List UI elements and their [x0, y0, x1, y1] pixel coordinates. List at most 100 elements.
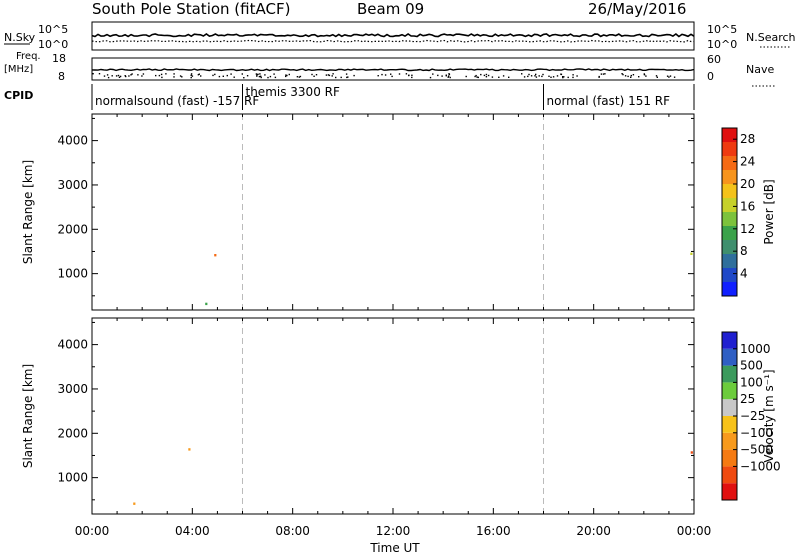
- nave-point: [390, 73, 392, 75]
- nave-point: [502, 75, 505, 77]
- nave-point: [285, 74, 287, 76]
- left-tick-top: 10^5: [38, 23, 68, 36]
- nave-point: [142, 73, 145, 75]
- nave-point: [638, 76, 640, 78]
- nave-point: [353, 74, 355, 77]
- nave-point: [483, 74, 486, 77]
- nave-point: [325, 74, 328, 76]
- colorbar-tick-label: 20: [740, 177, 755, 191]
- nave-point: [299, 75, 302, 78]
- nave-point: [666, 75, 669, 77]
- nave-point: [267, 76, 269, 79]
- nave-point: [604, 73, 606, 75]
- nave-point: [527, 75, 529, 78]
- y-tick-label: 3000: [57, 382, 88, 396]
- nave-point: [475, 74, 477, 77]
- beam-label: Beam 09: [357, 0, 425, 18]
- nave-point: [645, 75, 647, 77]
- echo-cell: [690, 451, 693, 454]
- nave-point: [106, 74, 109, 76]
- colorbar-bin: [722, 268, 737, 282]
- freq-nave-panel: [91, 57, 695, 81]
- nave-trace: [92, 73, 676, 79]
- nave-point: [441, 75, 443, 77]
- nave-point: [241, 73, 243, 75]
- nave-point: [538, 75, 540, 77]
- colorbar-tick-label: 12: [740, 222, 755, 236]
- nave-point: [258, 75, 261, 78]
- nave-point: [408, 74, 410, 76]
- colorbar-tick-label: 16: [740, 199, 755, 213]
- nave-point: [230, 73, 232, 75]
- colorbar-bin: [722, 240, 737, 254]
- nave-point: [137, 74, 139, 76]
- cpid-segment-label: themis 3300 RF: [246, 85, 340, 99]
- y-tick-label: 4000: [57, 338, 88, 352]
- nave-point: [335, 76, 337, 79]
- nave-point: [432, 73, 434, 75]
- colorbar-bin: [722, 449, 737, 467]
- nave-point: [669, 75, 672, 77]
- y-tick-label: 1000: [57, 267, 88, 281]
- nave-point: [298, 76, 300, 78]
- nave-point: [200, 75, 202, 77]
- nave-point: [285, 75, 287, 78]
- nave-point: [535, 76, 538, 78]
- nave-point: [315, 74, 318, 76]
- nave-point: [296, 76, 299, 78]
- colorbar-label: Velocity [m s⁻¹]: [762, 369, 776, 462]
- nave-point: [256, 75, 258, 77]
- nave-point: [622, 73, 624, 76]
- nave-point: [288, 73, 290, 76]
- y-tick-label: 4000: [57, 134, 88, 148]
- nave-point: [332, 73, 334, 75]
- colorbar-bin: [722, 128, 737, 142]
- nave-point: [534, 75, 536, 77]
- nave-point: [155, 74, 157, 77]
- colorbar-tick-label: 4: [740, 267, 748, 281]
- nave-point: [117, 74, 120, 77]
- nave-point: [345, 73, 348, 75]
- sky-search-panel: [91, 21, 695, 51]
- nave-point: [480, 73, 482, 76]
- nave-point: [655, 75, 658, 77]
- nsky-trace: [91, 32, 695, 38]
- nave-point: [508, 76, 510, 78]
- nsky-label: N.Sky: [4, 31, 36, 44]
- nave-point: [198, 73, 200, 75]
- colorbar-tick-label: −1000: [740, 459, 781, 473]
- colorbar-bin: [722, 226, 737, 240]
- colorbar-bin: [722, 416, 737, 433]
- nave-point: [286, 74, 288, 77]
- panel-background: [92, 114, 694, 310]
- nave-point: [476, 76, 478, 78]
- x-tick-label: 12:00: [376, 524, 411, 538]
- nave-point: [381, 73, 383, 76]
- nave-point: [233, 76, 235, 78]
- nave-point: [530, 75, 533, 77]
- nave-point: [346, 76, 348, 79]
- colorbar-bin: [722, 282, 737, 296]
- nave-point: [173, 76, 175, 78]
- nave-point: [256, 74, 258, 76]
- nave-point: [550, 76, 552, 78]
- nave-point: [465, 75, 467, 78]
- nave-point: [563, 76, 565, 78]
- colorbar-bin: [722, 254, 737, 268]
- colorbar-tick-label: 24: [740, 155, 755, 169]
- nave-point: [327, 74, 330, 76]
- echo-cell: [205, 302, 208, 306]
- colorbar-tick-label: 25: [740, 392, 755, 406]
- colorbar-tick-label: −100: [740, 426, 773, 440]
- y-tick-label: 3000: [57, 178, 88, 192]
- x-tick-label: 08:00: [275, 524, 310, 538]
- nave-point: [535, 73, 537, 76]
- nave-point: [411, 74, 413, 76]
- velocity-panel: 1000 2000 3000 4000 Slant Range [km] 1000 500 1…: [21, 317, 781, 515]
- nave-point: [131, 73, 133, 75]
- nave-point: [548, 75, 550, 77]
- echo-cell: [133, 502, 136, 505]
- colorbar-bin: [722, 184, 737, 198]
- nave-point: [477, 76, 479, 79]
